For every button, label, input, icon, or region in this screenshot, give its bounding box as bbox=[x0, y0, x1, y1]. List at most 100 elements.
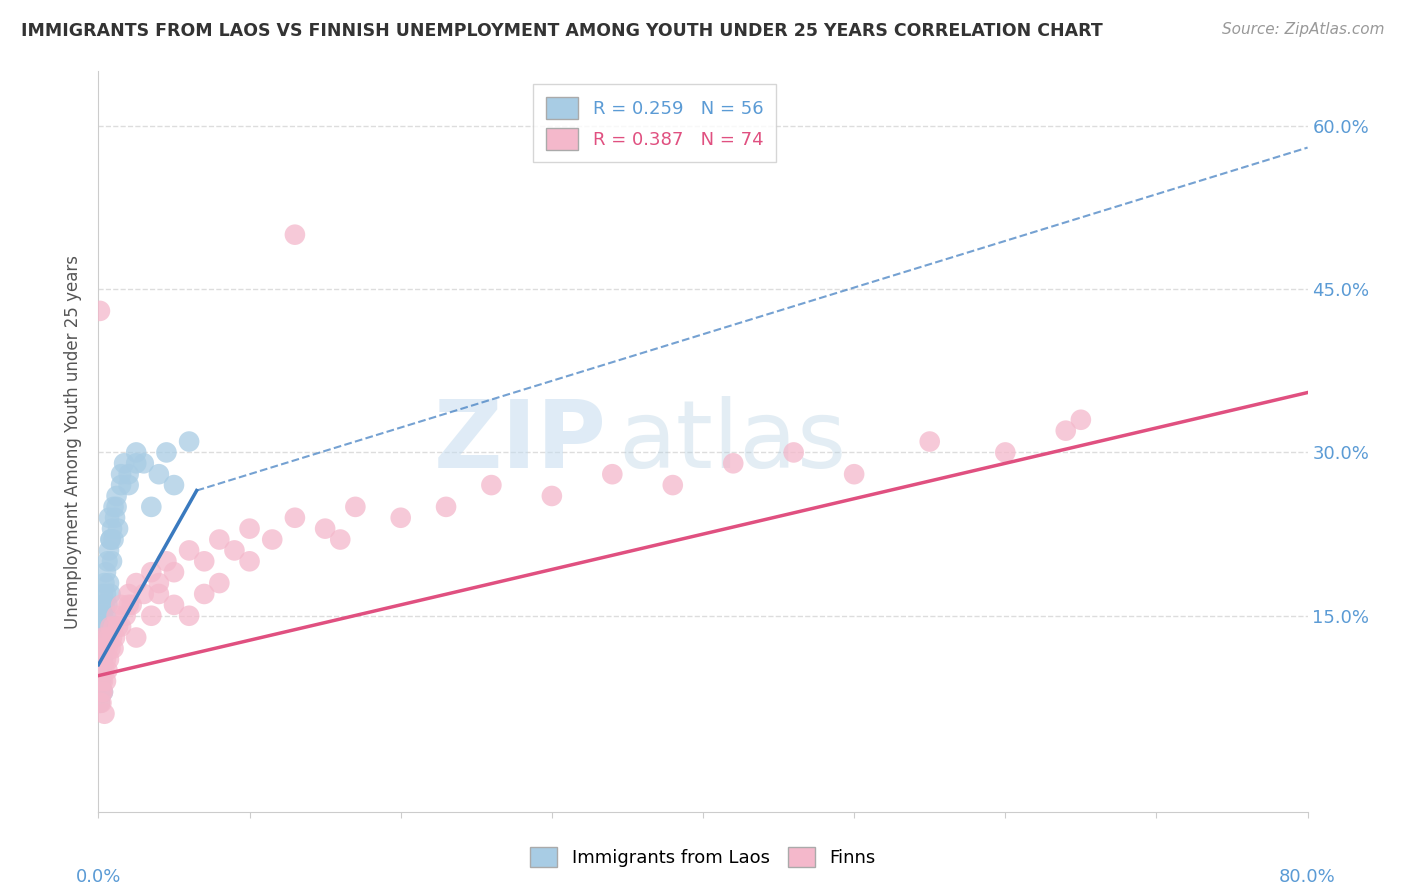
Point bbox=[284, 510, 307, 524]
Point bbox=[94, 652, 117, 666]
Point bbox=[105, 608, 128, 623]
Point bbox=[100, 619, 122, 633]
Point bbox=[105, 489, 128, 503]
Point bbox=[125, 456, 148, 470]
Point bbox=[918, 434, 941, 449]
Point bbox=[91, 598, 114, 612]
Legend: Immigrants from Laos, Finns: Immigrants from Laos, Finns bbox=[523, 839, 883, 874]
Point bbox=[481, 478, 503, 492]
Point bbox=[91, 631, 114, 645]
Point bbox=[93, 641, 115, 656]
Point bbox=[723, 456, 745, 470]
Point bbox=[121, 598, 143, 612]
Point bbox=[239, 554, 262, 568]
Point bbox=[434, 500, 457, 514]
Point bbox=[93, 663, 115, 677]
Point bbox=[141, 565, 163, 579]
Y-axis label: Unemployment Among Youth under 25 years: Unemployment Among Youth under 25 years bbox=[65, 254, 83, 629]
Point bbox=[96, 641, 118, 656]
Point bbox=[89, 674, 111, 689]
Point bbox=[344, 500, 367, 514]
Point bbox=[132, 456, 155, 470]
Point bbox=[110, 478, 132, 492]
Point bbox=[90, 685, 112, 699]
Point bbox=[163, 598, 186, 612]
Point bbox=[90, 663, 112, 677]
Point bbox=[89, 619, 111, 633]
Point bbox=[100, 533, 122, 547]
Point bbox=[193, 587, 215, 601]
Point bbox=[107, 619, 129, 633]
Point bbox=[783, 445, 806, 459]
Point bbox=[125, 576, 148, 591]
Point bbox=[110, 598, 132, 612]
Point bbox=[239, 522, 262, 536]
Point bbox=[163, 478, 186, 492]
Legend: R = 0.259   N = 56, R = 0.387   N = 74: R = 0.259 N = 56, R = 0.387 N = 74 bbox=[533, 84, 776, 162]
Text: ZIP: ZIP bbox=[433, 395, 606, 488]
Point bbox=[90, 641, 112, 656]
Point bbox=[148, 467, 170, 482]
Point bbox=[103, 533, 125, 547]
Point bbox=[90, 619, 112, 633]
Point bbox=[329, 533, 352, 547]
Point bbox=[155, 445, 177, 459]
Point bbox=[89, 304, 111, 318]
Point bbox=[91, 631, 114, 645]
Point bbox=[98, 652, 121, 666]
Text: Source: ZipAtlas.com: Source: ZipAtlas.com bbox=[1222, 22, 1385, 37]
Point bbox=[93, 576, 115, 591]
Point bbox=[118, 478, 141, 492]
Point bbox=[193, 554, 215, 568]
Point bbox=[262, 533, 284, 547]
Point bbox=[91, 608, 114, 623]
Point bbox=[100, 641, 122, 656]
Point bbox=[90, 696, 112, 710]
Point bbox=[96, 663, 118, 677]
Point bbox=[91, 587, 114, 601]
Point bbox=[224, 543, 246, 558]
Point bbox=[141, 608, 163, 623]
Point bbox=[994, 445, 1017, 459]
Point bbox=[110, 619, 132, 633]
Point bbox=[89, 685, 111, 699]
Point bbox=[93, 598, 115, 612]
Point bbox=[90, 641, 112, 656]
Point bbox=[104, 510, 127, 524]
Point bbox=[107, 522, 129, 536]
Point bbox=[844, 467, 866, 482]
Text: atlas: atlas bbox=[619, 395, 846, 488]
Point bbox=[93, 706, 115, 721]
Point bbox=[93, 619, 115, 633]
Point bbox=[98, 631, 121, 645]
Point bbox=[96, 554, 118, 568]
Point bbox=[91, 674, 114, 689]
Point bbox=[101, 522, 124, 536]
Point bbox=[112, 456, 135, 470]
Point bbox=[89, 696, 111, 710]
Point bbox=[103, 641, 125, 656]
Point bbox=[314, 522, 336, 536]
Point bbox=[89, 663, 111, 677]
Point bbox=[103, 619, 125, 633]
Point bbox=[163, 565, 186, 579]
Point bbox=[91, 685, 114, 699]
Point bbox=[91, 652, 114, 666]
Point bbox=[104, 631, 127, 645]
Point bbox=[148, 587, 170, 601]
Point bbox=[96, 619, 118, 633]
Point bbox=[90, 608, 112, 623]
Point bbox=[110, 467, 132, 482]
Point bbox=[148, 576, 170, 591]
Point bbox=[602, 467, 624, 482]
Point bbox=[90, 663, 112, 677]
Point bbox=[114, 608, 136, 623]
Point bbox=[1054, 424, 1077, 438]
Point bbox=[101, 554, 124, 568]
Point bbox=[98, 510, 121, 524]
Point bbox=[1070, 413, 1092, 427]
Point bbox=[94, 631, 117, 645]
Point bbox=[89, 641, 111, 656]
Point bbox=[155, 554, 177, 568]
Point bbox=[94, 631, 117, 645]
